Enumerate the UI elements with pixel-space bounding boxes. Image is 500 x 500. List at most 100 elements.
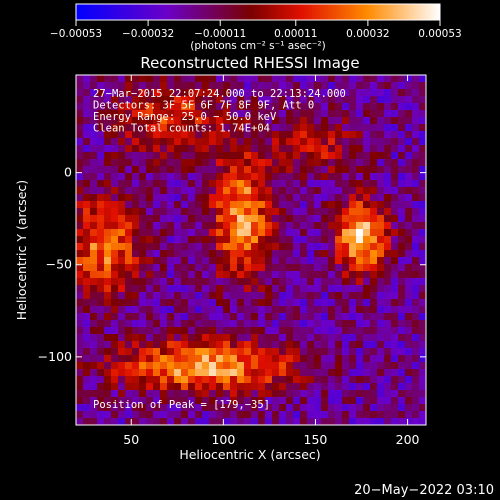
heatmap-cell (244, 110, 252, 118)
heatmap-cell (405, 159, 413, 167)
heatmap-cell (181, 348, 189, 356)
heatmap-cell (272, 145, 280, 153)
heatmap-cell (370, 96, 378, 104)
heatmap-cell (384, 418, 392, 426)
heatmap-cell (174, 320, 182, 328)
heatmap-cell (258, 131, 266, 139)
heatmap-cell (160, 180, 168, 188)
heatmap-cell (265, 103, 273, 111)
heatmap-cell (258, 341, 266, 349)
heatmap-cell (118, 348, 126, 356)
heatmap-cell (188, 194, 196, 202)
heatmap-cell (167, 257, 175, 265)
heatmap-cell (146, 110, 154, 118)
heatmap-cell (181, 222, 189, 230)
heatmap-cell (132, 103, 140, 111)
heatmap-cell (307, 152, 315, 160)
heatmap-cell (188, 306, 196, 314)
heatmap-cell (174, 369, 182, 377)
heatmap-cell (125, 89, 133, 97)
heatmap-cell (370, 180, 378, 188)
heatmap-cell (132, 376, 140, 384)
heatmap-cell (342, 194, 350, 202)
heatmap-cell (90, 82, 98, 90)
heatmap-cell (90, 376, 98, 384)
heatmap-cell (83, 159, 91, 167)
heatmap-cell (384, 257, 392, 265)
heatmap-cell (153, 250, 161, 258)
heatmap-cell (370, 376, 378, 384)
heatmap-cell (237, 138, 245, 146)
heatmap-cell (314, 166, 322, 174)
heatmap-cell (167, 390, 175, 398)
heatmap-cell (97, 299, 105, 307)
heatmap-cell (314, 257, 322, 265)
heatmap-cell (258, 257, 266, 265)
heatmap-cell (307, 306, 315, 314)
heatmap-cell (181, 369, 189, 377)
heatmap-cell (286, 243, 294, 251)
heatmap-cell (153, 418, 161, 426)
heatmap-cell (76, 173, 84, 181)
heatmap-cell (195, 397, 203, 405)
heatmap-cell (384, 369, 392, 377)
heatmap-cell (419, 341, 427, 349)
heatmap-cell (223, 334, 231, 342)
heatmap-cell (167, 103, 175, 111)
heatmap-cell (195, 131, 203, 139)
heatmap-cell (293, 215, 301, 223)
heatmap-cell (181, 138, 189, 146)
heatmap-cell (377, 173, 385, 181)
heatmap-cell (272, 152, 280, 160)
heatmap-cell (293, 285, 301, 293)
heatmap-cell (356, 376, 364, 384)
heatmap-cell (272, 208, 280, 216)
heatmap-cell (300, 348, 308, 356)
heatmap-cell (139, 236, 147, 244)
heatmap-cell (293, 369, 301, 377)
heatmap-cell (104, 355, 112, 363)
heatmap-cell (146, 236, 154, 244)
heatmap-cell (293, 250, 301, 258)
heatmap-cell (349, 159, 357, 167)
heatmap-cell (244, 257, 252, 265)
heatmap-cell (209, 250, 217, 258)
heatmap-cell (349, 418, 357, 426)
heatmap-cell (97, 236, 105, 244)
heatmap-cell (328, 96, 336, 104)
heatmap-cell (272, 89, 280, 97)
heatmap-cell (181, 75, 189, 83)
heatmap-cell (314, 292, 322, 300)
heatmap-cell (118, 250, 126, 258)
heatmap-cell (132, 124, 140, 132)
heatmap-cell (328, 355, 336, 363)
heatmap-cell (377, 355, 385, 363)
heatmap-cell (370, 75, 378, 83)
heatmap-cell (139, 152, 147, 160)
heatmap-cell (118, 145, 126, 153)
heatmap-cell (160, 264, 168, 272)
heatmap-cell (328, 159, 336, 167)
heatmap-cell (356, 145, 364, 153)
heatmap-cell (83, 320, 91, 328)
heatmap-cell (377, 208, 385, 216)
heatmap-cell (195, 173, 203, 181)
heatmap-cell (202, 131, 210, 139)
heatmap-cell (237, 124, 245, 132)
heatmap-cell (328, 124, 336, 132)
heatmap-cell (202, 404, 210, 412)
heatmap-cell (349, 285, 357, 293)
heatmap-cell (251, 278, 259, 286)
heatmap-cell (76, 376, 84, 384)
heatmap-cell (370, 250, 378, 258)
heatmap-cell (167, 313, 175, 321)
heatmap-cell (419, 376, 427, 384)
heatmap-cell (111, 215, 119, 223)
heatmap-cell (377, 117, 385, 125)
heatmap-cell (153, 82, 161, 90)
heatmap-cell (272, 187, 280, 195)
heatmap-cell (160, 82, 168, 90)
heatmap-cell (139, 257, 147, 265)
heatmap-cell (363, 145, 371, 153)
heatmap-cell (342, 271, 350, 279)
